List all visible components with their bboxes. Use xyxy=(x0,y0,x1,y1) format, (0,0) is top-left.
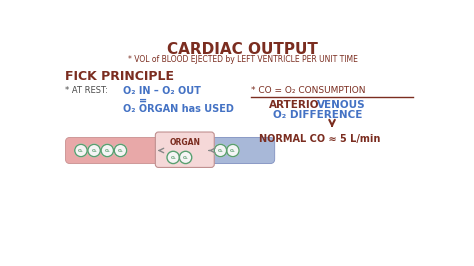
Text: ORGAN: ORGAN xyxy=(169,138,201,147)
Text: ARTERIO: ARTERIO xyxy=(268,100,319,110)
Text: O₂: O₂ xyxy=(170,156,176,160)
Circle shape xyxy=(214,144,227,157)
FancyBboxPatch shape xyxy=(155,132,214,167)
Text: O₂: O₂ xyxy=(78,149,84,153)
Text: FICK PRINCIPLE: FICK PRINCIPLE xyxy=(65,70,174,84)
Text: CARDIAC OUTPUT: CARDIAC OUTPUT xyxy=(167,42,319,57)
Text: O₂: O₂ xyxy=(104,149,110,153)
Text: * AT REST:: * AT REST: xyxy=(65,86,109,95)
Text: O₂: O₂ xyxy=(91,149,97,153)
Text: O₂ IN – O₂ OUT: O₂ IN – O₂ OUT xyxy=(123,86,201,96)
Text: * CO = O₂ CONSUMPTION: * CO = O₂ CONSUMPTION xyxy=(251,86,366,95)
Text: O₂ ORGAN has USED: O₂ ORGAN has USED xyxy=(123,103,234,114)
Circle shape xyxy=(179,151,192,164)
Text: O₂: O₂ xyxy=(183,156,188,160)
FancyBboxPatch shape xyxy=(65,138,166,164)
Circle shape xyxy=(88,144,100,157)
Circle shape xyxy=(167,151,179,164)
Circle shape xyxy=(227,144,239,157)
Text: O₂ DIFFERENCE: O₂ DIFFERENCE xyxy=(273,110,363,120)
Text: O₂: O₂ xyxy=(118,149,123,153)
Text: O₂: O₂ xyxy=(218,149,223,153)
Circle shape xyxy=(114,144,127,157)
Text: VENOUS: VENOUS xyxy=(317,100,365,110)
Circle shape xyxy=(75,144,87,157)
Text: NORMAL CO ≈ 5 L/min: NORMAL CO ≈ 5 L/min xyxy=(259,134,381,144)
Text: * VOL of BLOOD EJECTED by LEFT VENTRICLE PER UNIT TIME: * VOL of BLOOD EJECTED by LEFT VENTRICLE… xyxy=(128,55,358,64)
FancyBboxPatch shape xyxy=(205,138,275,164)
Text: =: = xyxy=(139,96,147,106)
Circle shape xyxy=(101,144,113,157)
Text: O₂: O₂ xyxy=(230,149,236,153)
